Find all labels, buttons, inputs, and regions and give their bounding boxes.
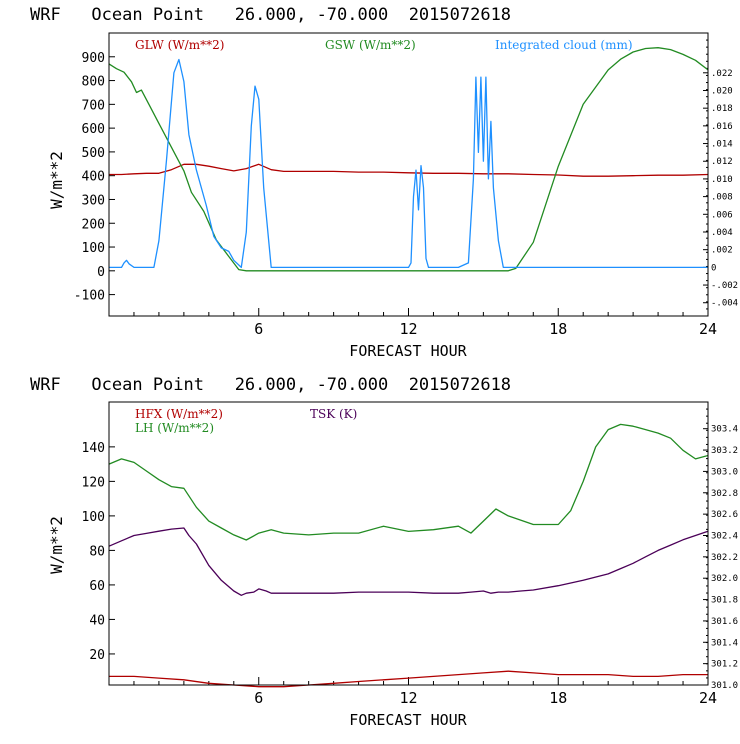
panel2-ytick-label-60: 60 <box>89 579 105 594</box>
legend-gsw: GSW (W/m**2) <box>325 38 416 52</box>
legend-tsk: TSK (K) <box>310 407 357 421</box>
panel1-xlabel: FORECAST HOUR <box>349 342 467 360</box>
panel1-y2tick-label-8: .012 <box>711 157 733 167</box>
legend-glw: GLW (W/m**2) <box>135 38 224 52</box>
panel1-ytick-label-600: 600 <box>82 122 105 137</box>
panel1-ytick-label-200: 200 <box>82 217 105 232</box>
panel1-frame <box>108 32 709 317</box>
panel1-y2tick-label-9: .014 <box>711 140 733 150</box>
panel2-series <box>108 423 709 688</box>
panel2-y2tick-label-11: 303.2 <box>711 446 738 456</box>
panel2-ytick-label-40: 40 <box>89 613 105 628</box>
panel1-y2tick-label-7: .010 <box>711 175 733 185</box>
panel1-y2tick-label-13: .022 <box>711 69 733 79</box>
panel1-ytick-label-400: 400 <box>82 170 105 185</box>
panel2-title: WRF Ocean Point 26.000, -70.000 20150726… <box>30 375 511 395</box>
panel1-xtick-label-18: 18 <box>549 320 567 338</box>
legend-cloud: Integrated cloud (mm) <box>495 38 633 52</box>
panel2-xtick-label-12: 12 <box>399 689 417 707</box>
panel-fluxes: WRF Ocean Point 26.000, -70.000 20150726… <box>30 375 738 729</box>
panel2-ytick-label-120: 120 <box>82 475 105 490</box>
panel1-series-line-0 <box>109 163 709 177</box>
panel1-ylabel: W/m**2 <box>47 151 66 209</box>
panel1-axes: 6 12 18 24 -100 0 100 200 300 400 500 600 700 800 900 -… <box>74 32 738 338</box>
panel2-series-line-1 <box>108 423 709 541</box>
panel2-series-line-0 <box>109 670 708 688</box>
panel2-y2tick-label-7: 302.4 <box>711 531 738 541</box>
panel1-series <box>108 47 709 272</box>
panel2-frame <box>108 401 709 686</box>
panel2-y2tick-label-3: 301.6 <box>711 617 738 627</box>
panel2-y2tick-label-5: 302.0 <box>711 574 738 584</box>
panel2-y2tick-label-8: 302.6 <box>711 510 738 520</box>
panel1-y2tick-label-1: -.002 <box>711 281 738 291</box>
panel1-ytick-label-0: 0 <box>97 265 105 280</box>
panel1-xtick-label-12: 12 <box>399 320 417 338</box>
panel1-series-line-2 <box>109 58 708 269</box>
panel1-ytick-label-800: 800 <box>82 75 105 90</box>
panel2-xtick-label-18: 18 <box>549 689 567 707</box>
panel2-xtick-label-6: 6 <box>254 689 263 707</box>
panel1-title: WRF Ocean Point 26.000, -70.000 20150726… <box>30 5 511 25</box>
panel1-y2tick-label-2: 0 <box>711 263 716 273</box>
legend-hfx: HFX (W/m**2) <box>135 407 223 421</box>
panel2-ytick-label-20: 20 <box>89 648 105 663</box>
panel2-y2tick-label-1: 301.2 <box>711 660 738 670</box>
panel2-y2tick-label-6: 302.2 <box>711 553 738 563</box>
panel1-ytick-label-700: 700 <box>82 98 105 113</box>
panel2-y2tick-label-10: 303.0 <box>711 467 738 477</box>
legend-lh: LH (W/m**2) <box>135 421 214 435</box>
panel1-y2tick-label-11: .018 <box>711 104 733 114</box>
panel2-ytick-label-100: 100 <box>82 510 105 525</box>
panel2-ylabel: W/m**2 <box>47 516 66 574</box>
panel2-xlabel: FORECAST HOUR <box>349 711 467 729</box>
panel1-y2tick-label-4: .004 <box>711 228 733 238</box>
panel1-y2tick-label-3: .002 <box>711 246 733 256</box>
panel1-xtick-label-24: 24 <box>699 320 717 338</box>
panel1-y2tick-label-6: .008 <box>711 193 733 203</box>
panel1-y2tick-label-12: .020 <box>711 86 733 96</box>
panel1-ytick-label-300: 300 <box>82 193 105 208</box>
panel1-ytick-label-900: 900 <box>82 51 105 66</box>
panel-radiation: WRF Ocean Point 26.000, -70.000 20150726… <box>30 5 738 360</box>
panel2-series-line-2 <box>108 527 709 596</box>
panel1-y2tick-label-5: .006 <box>711 210 733 220</box>
panel2-y2tick-label-12: 303.4 <box>711 425 738 435</box>
panel2-axes: 6 12 18 24 20 40 60 80 100 120 140 301.0 301.2 301.4 3… <box>82 401 738 707</box>
panel2-ytick-label-80: 80 <box>89 544 105 559</box>
panel1-xtick-label-6: 6 <box>254 320 263 338</box>
panel2-xtick-label-24: 24 <box>699 689 717 707</box>
panel1-ytick-label-100: 100 <box>82 241 105 256</box>
panel2-y2tick-label-4: 301.8 <box>711 596 738 606</box>
panel1-ytick-label--100: -100 <box>74 289 105 304</box>
panel1-y2tick-label-10: .016 <box>711 122 733 132</box>
panel2-y2tick-label-9: 302.8 <box>711 489 738 499</box>
panel1-y2tick-label-0: -.004 <box>711 299 738 309</box>
panel2-y2tick-label-0: 301.0 <box>711 681 738 691</box>
panel2-y2tick-label-2: 301.4 <box>711 638 738 648</box>
panel1-ytick-label-500: 500 <box>82 146 105 161</box>
panel1-series-line-1 <box>108 47 709 272</box>
panel2-ytick-label-140: 140 <box>82 441 105 456</box>
